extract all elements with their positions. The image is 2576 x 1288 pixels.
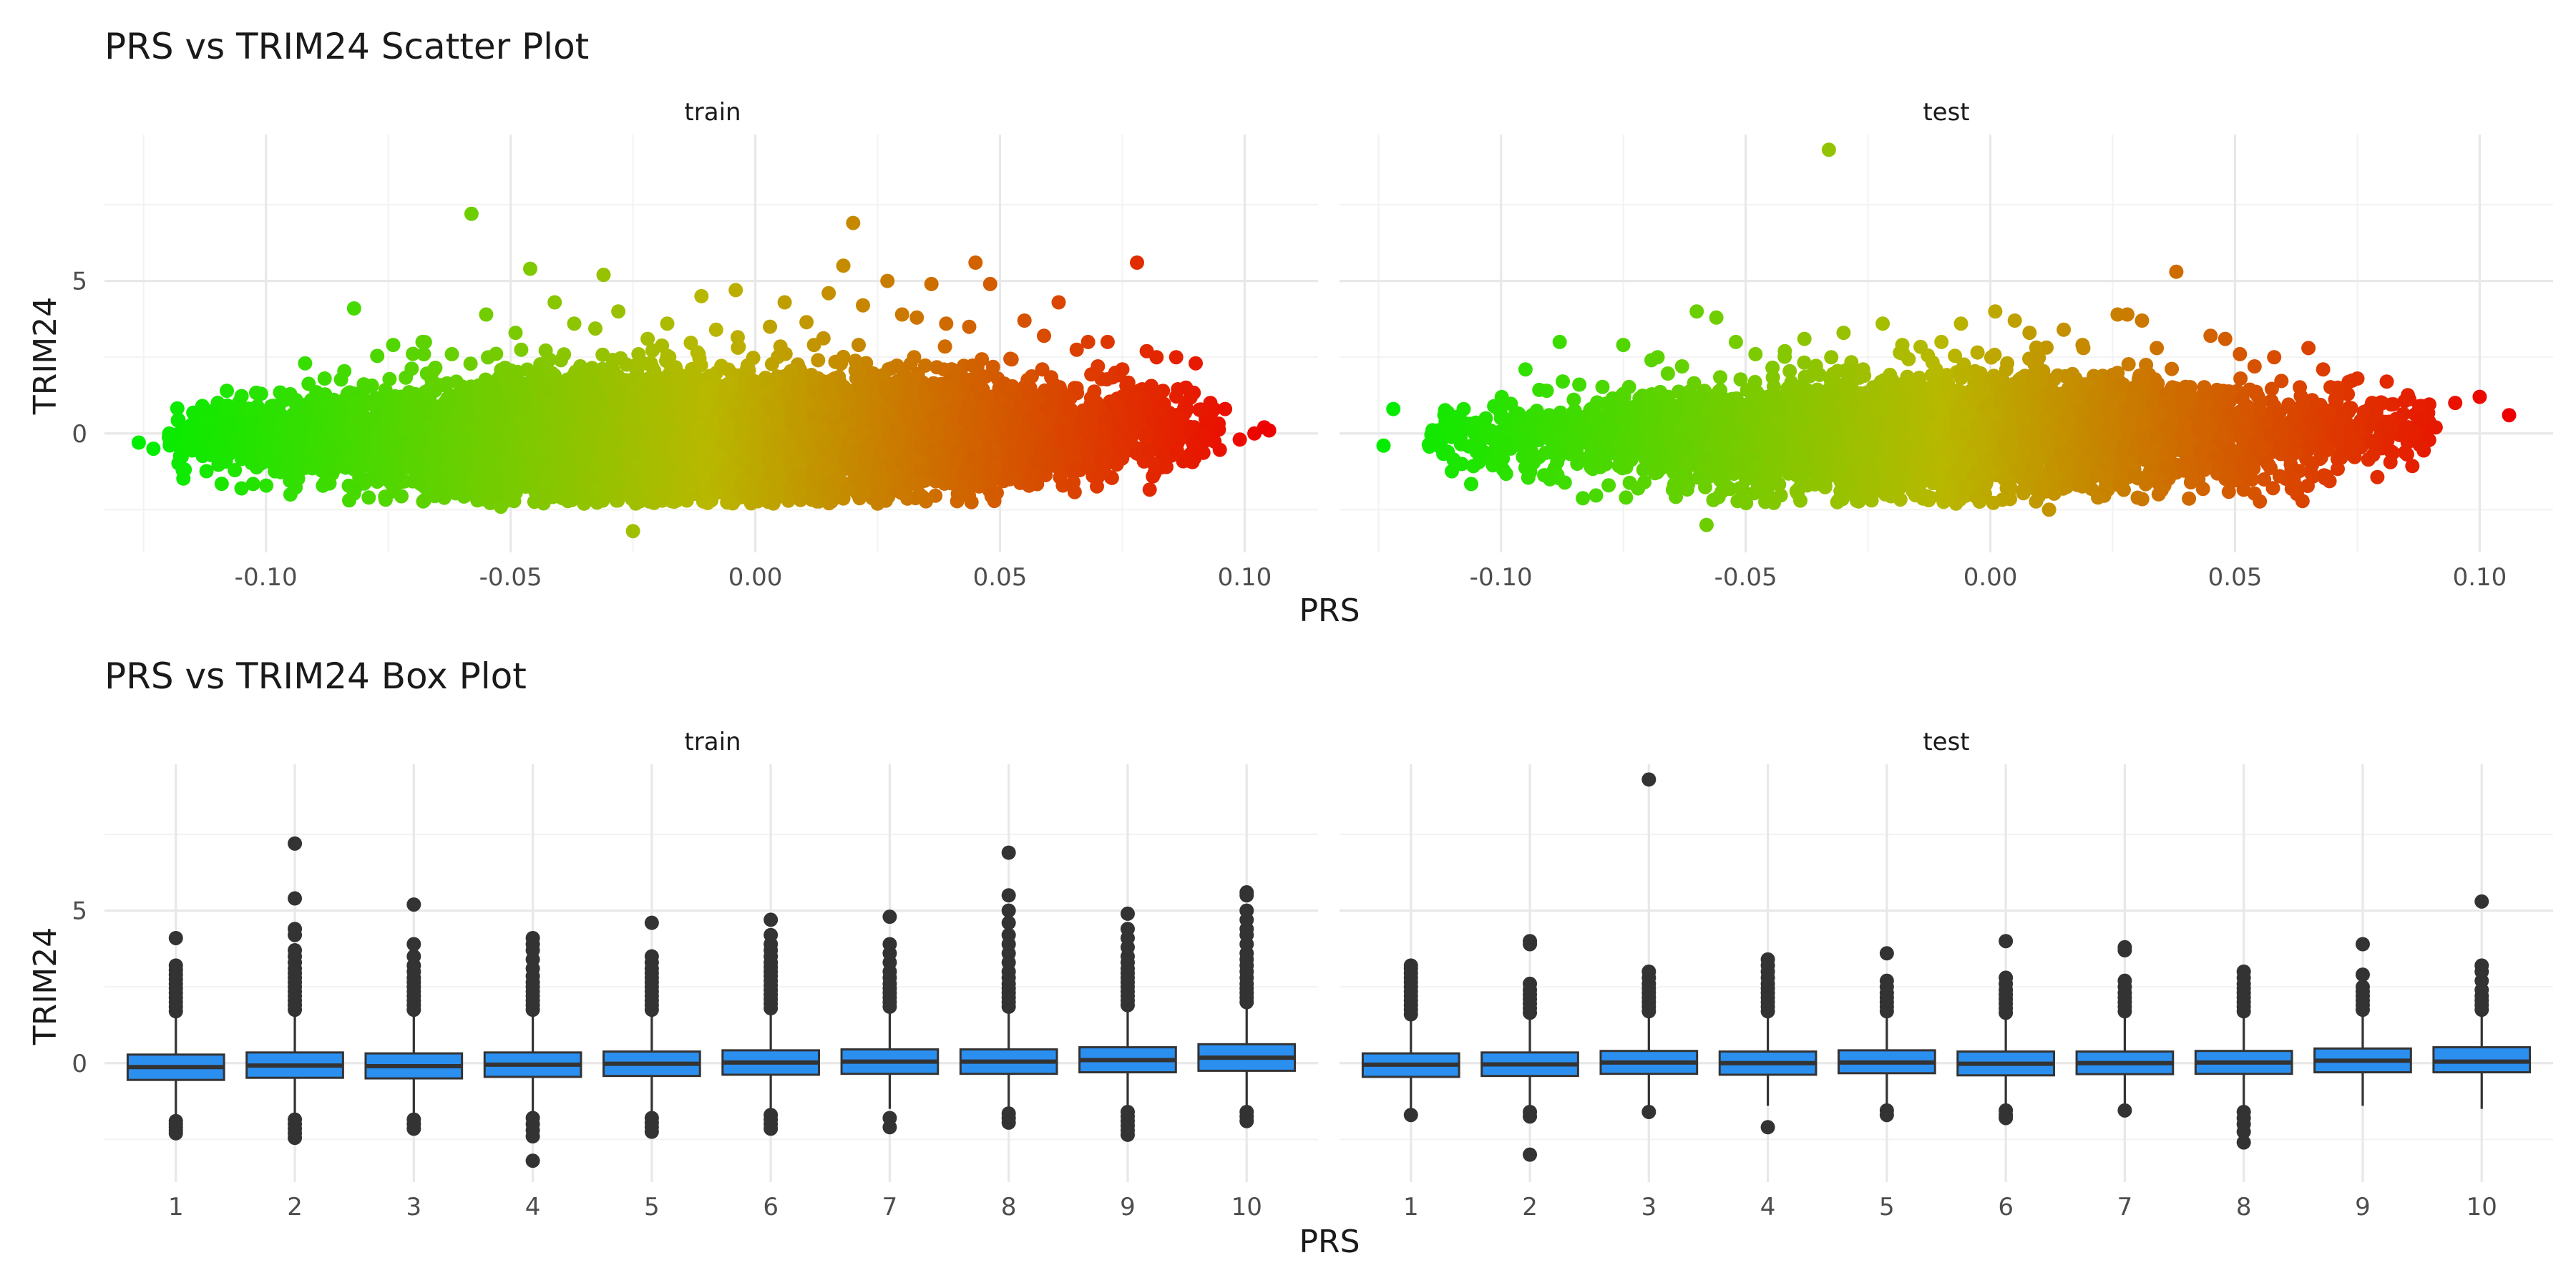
scatter-point	[1069, 342, 1084, 357]
y-tick-label: 0	[72, 420, 87, 449]
scatter-point	[382, 371, 397, 386]
scatter-point	[1211, 422, 1226, 437]
x-tick-label: -0.10	[235, 563, 298, 592]
y-tick-label: 5	[72, 268, 87, 296]
x-tick-label: -0.05	[479, 563, 542, 592]
scatter-point	[714, 358, 729, 374]
scatter-point	[962, 319, 977, 334]
scatter-plot-title: PRS vs TRIM24 Scatter Plot	[104, 26, 589, 67]
scatter-facet-label-train: train	[684, 98, 741, 127]
x-tick-label: 0.10	[1218, 563, 1272, 592]
scatter-point	[259, 478, 274, 493]
scatter-panel-train: -0.10 -0.05 0.00 0.05 0.10 0 5	[72, 135, 1318, 592]
scatter-point	[199, 464, 214, 479]
scatter-point	[1142, 482, 1157, 497]
scatter-facet-label-test: test	[1923, 98, 1969, 127]
scatter-point	[553, 353, 568, 368]
scatter-point	[799, 315, 814, 330]
scatter-point	[811, 353, 826, 368]
scatter-bulk-points	[162, 315, 1227, 511]
scatter-point	[540, 353, 555, 367]
x-tick-label: 0.00	[728, 563, 783, 592]
x-tick-label: 0.05	[973, 563, 1028, 592]
